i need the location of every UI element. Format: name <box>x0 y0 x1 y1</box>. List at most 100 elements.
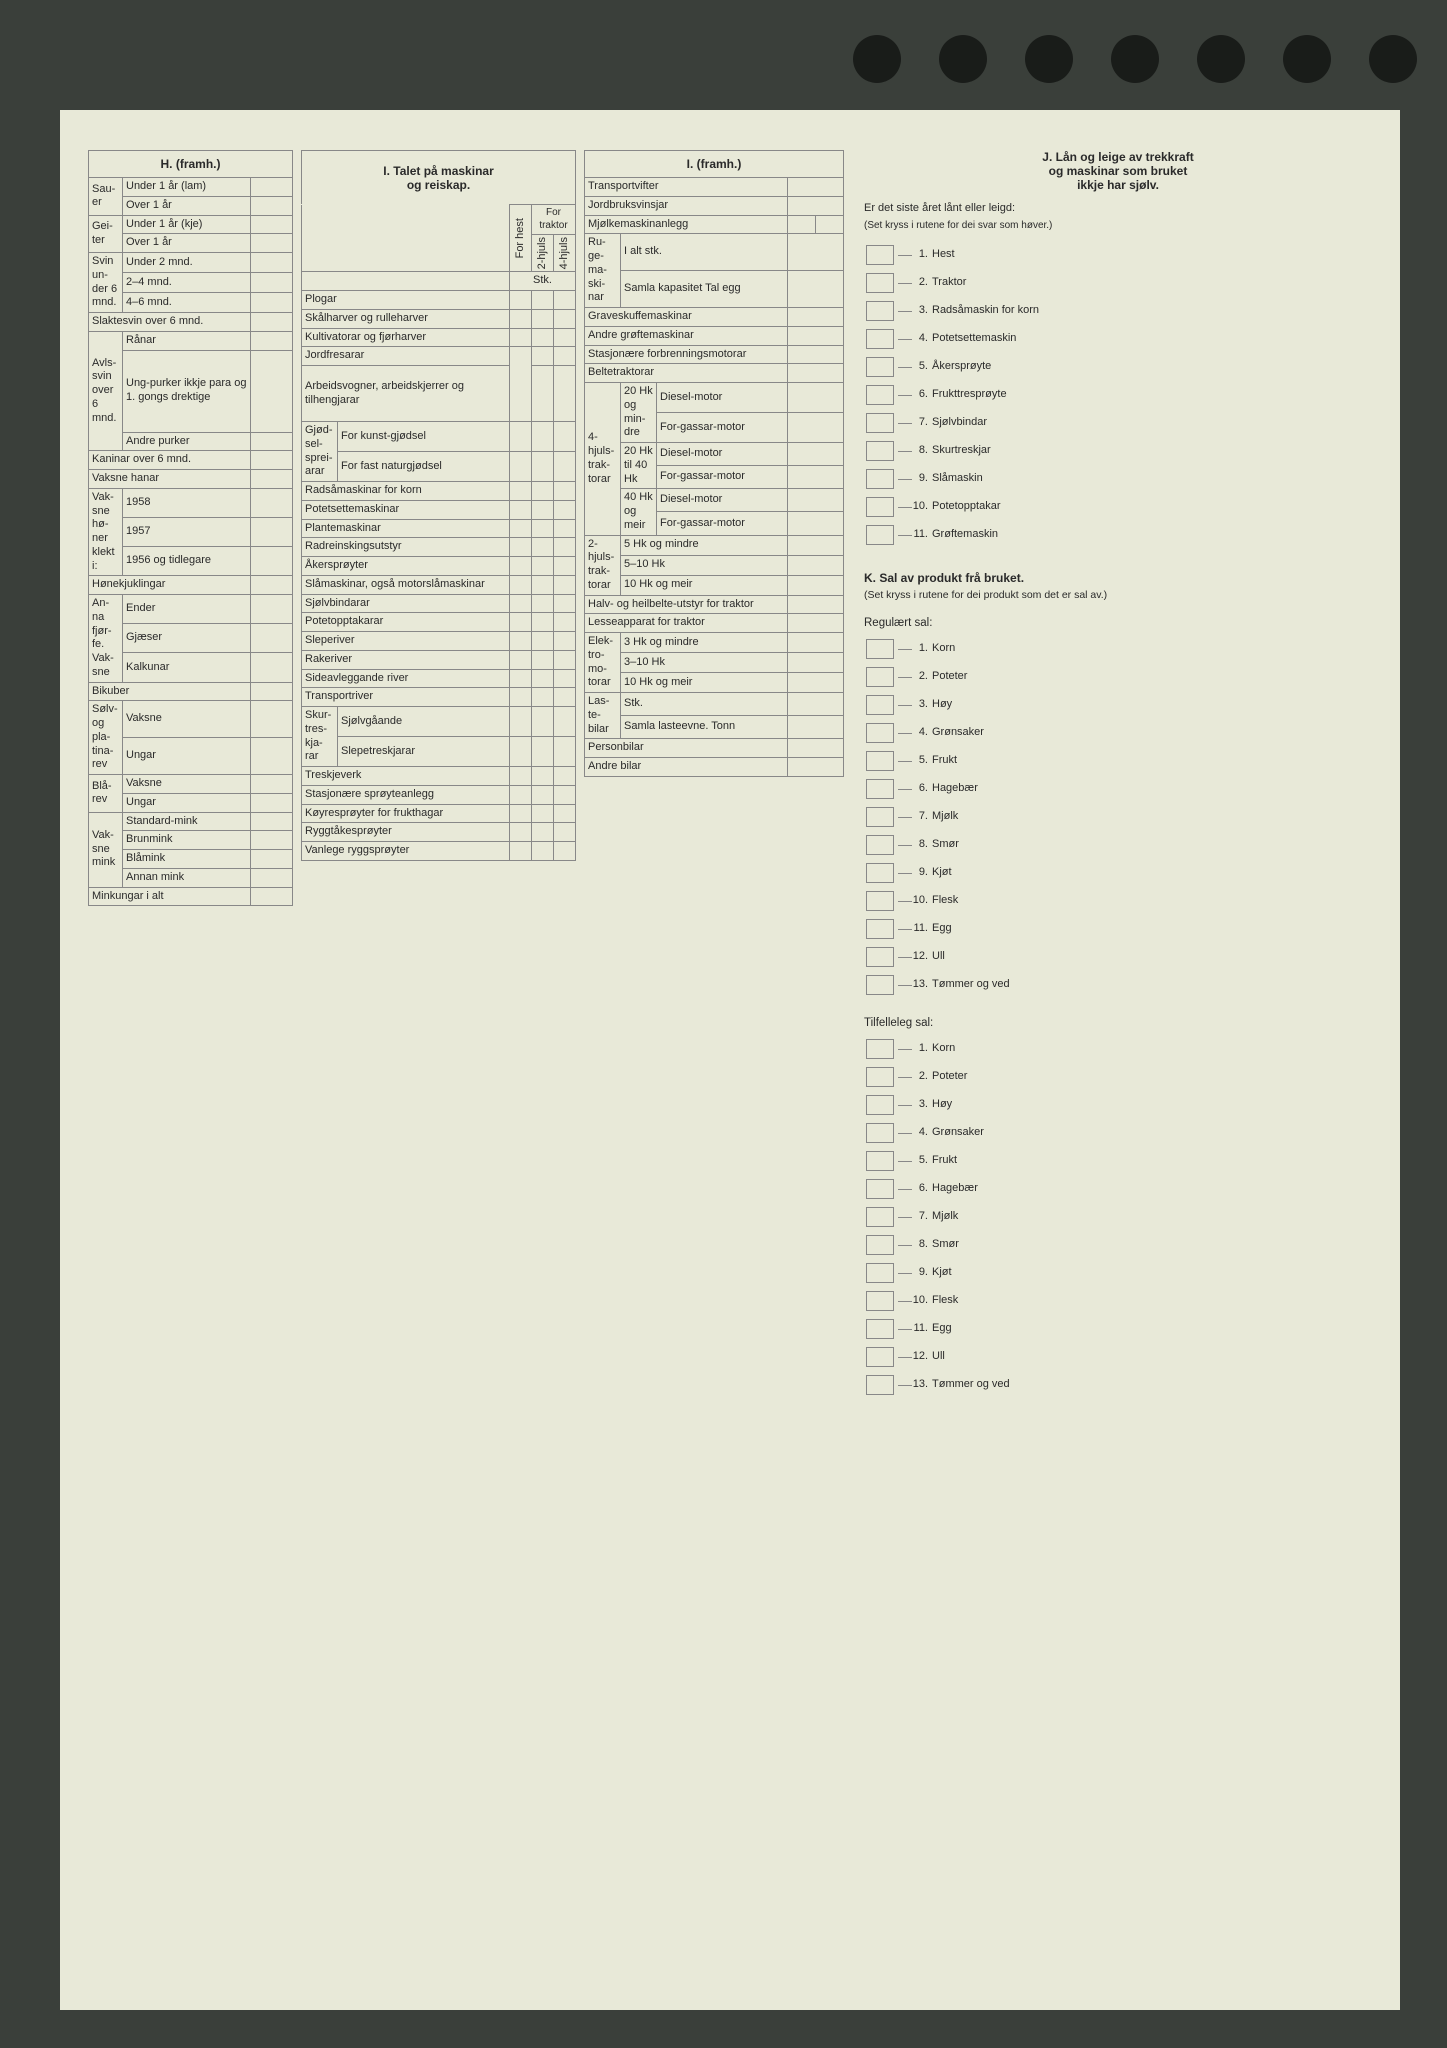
check-box[interactable] <box>866 469 894 489</box>
num: 5. <box>908 1147 930 1175</box>
num: 3. <box>908 297 930 325</box>
check-box[interactable] <box>866 385 894 405</box>
check-box[interactable] <box>866 1375 894 1395</box>
check-box[interactable] <box>866 301 894 321</box>
label: Rakeriver <box>302 650 510 669</box>
item-label: Smør <box>930 1231 1372 1259</box>
label: For fast naturgjødsel <box>338 452 510 482</box>
line: J. Lån og leige av trekkraft <box>1042 150 1193 164</box>
check-box[interactable] <box>866 807 894 827</box>
check-box[interactable] <box>866 1067 894 1087</box>
check-box[interactable] <box>866 1263 894 1283</box>
cell <box>251 775 293 794</box>
label: Andre grøftemaskinar <box>585 326 788 345</box>
check-box[interactable] <box>866 919 894 939</box>
label: Samla kapasitet Tal egg <box>621 271 788 308</box>
label: Diesel-motor <box>657 383 788 413</box>
checklist-row: 4.Grønsaker <box>864 719 1372 747</box>
cell <box>251 653 293 682</box>
label: 1956 og tidlegare <box>123 547 251 576</box>
item-label: Korn <box>930 635 1372 663</box>
check-box[interactable] <box>866 1179 894 1199</box>
checklist-row: 1.Korn <box>864 635 1372 663</box>
num: 9. <box>908 465 930 493</box>
item-label: Tømmer og ved <box>930 1371 1372 1399</box>
checklist-row: 10.Flesk <box>864 1287 1372 1315</box>
checklist-row: 10.Flesk <box>864 887 1372 915</box>
check-box[interactable] <box>866 1123 894 1143</box>
checklist-row: 1.Hest <box>864 241 1372 269</box>
cell <box>251 313 293 332</box>
check-box[interactable] <box>866 357 894 377</box>
num: 2. <box>908 269 930 297</box>
checklist-row: 12.Ull <box>864 1343 1372 1371</box>
check-box[interactable] <box>866 441 894 461</box>
label: Avls-svin over 6 mnd. <box>89 331 123 451</box>
check-box[interactable] <box>866 245 894 265</box>
label: 5–10 Hk <box>621 555 788 575</box>
check-box[interactable] <box>866 1235 894 1255</box>
item-label: Slåmaskin <box>930 465 1372 493</box>
i2-table: Transportvifter Jordbruksvinsjar Mjølkem… <box>584 177 844 777</box>
num: 3. <box>908 1091 930 1119</box>
label: Bikuber <box>89 682 251 701</box>
spacer <box>302 205 510 272</box>
check-box[interactable] <box>866 695 894 715</box>
check-box[interactable] <box>866 667 894 687</box>
check-box[interactable] <box>866 1319 894 1339</box>
check-box[interactable] <box>866 525 894 545</box>
check-box[interactable] <box>866 273 894 293</box>
label: Ungar <box>123 738 251 775</box>
check-box[interactable] <box>866 1347 894 1367</box>
cell <box>251 595 293 624</box>
num: 6. <box>908 1175 930 1203</box>
item-label: Kjøt <box>930 859 1372 887</box>
check-box[interactable] <box>866 891 894 911</box>
check-box[interactable] <box>866 863 894 883</box>
check-box[interactable] <box>866 329 894 349</box>
check-box[interactable] <box>866 497 894 517</box>
k-tilf-list: 1.Korn2.Poteter3.Høy4.Grønsaker5.Frukt6.… <box>864 1035 1372 1399</box>
checklist-row: 11.Egg <box>864 1315 1372 1343</box>
num: 7. <box>908 409 930 437</box>
item-label: Traktor <box>930 269 1372 297</box>
label: Treskjeverk <box>302 767 510 786</box>
label: Sau-er <box>89 178 123 216</box>
label: Kaninar over 6 mnd. <box>89 451 251 470</box>
checklist-row: 4.Grønsaker <box>864 1119 1372 1147</box>
check-box[interactable] <box>866 751 894 771</box>
label: 5 Hk og mindre <box>621 535 788 555</box>
checklist-row: 7.Sjølvbindar <box>864 409 1372 437</box>
check-box[interactable] <box>866 1095 894 1115</box>
check-box[interactable] <box>866 835 894 855</box>
check-box[interactable] <box>866 1039 894 1059</box>
label: Beltetraktorar <box>585 364 788 383</box>
check-box[interactable] <box>866 975 894 995</box>
i2-header: I. (framh.) <box>584 150 844 177</box>
check-box[interactable] <box>866 723 894 743</box>
check-box[interactable] <box>866 1291 894 1311</box>
check-box[interactable] <box>866 639 894 659</box>
check-box[interactable] <box>866 779 894 799</box>
spacer <box>302 272 510 291</box>
subtitle: og reiskap. <box>407 178 470 192</box>
checklist-row: 11.Grøftemaskin <box>864 521 1372 549</box>
check-box[interactable] <box>866 1151 894 1171</box>
label: Standard-mink <box>123 812 251 831</box>
label: Potetsettemaskinar <box>302 500 510 519</box>
check-box[interactable] <box>866 1207 894 1227</box>
k-header: K. Sal av produkt frå bruket. <box>864 571 1372 585</box>
cell <box>251 196 293 215</box>
checklist-row: 9.Kjøt <box>864 1259 1372 1287</box>
check-box[interactable] <box>866 947 894 967</box>
cell <box>251 576 293 595</box>
check-box[interactable] <box>866 413 894 433</box>
num: 10. <box>908 493 930 521</box>
checklist-row: 2.Traktor <box>864 269 1372 297</box>
j-checklist: 1.Hest2.Traktor3.Radsåmaskin for korn4.P… <box>864 241 1372 549</box>
label: Ender <box>123 595 251 624</box>
label: Minkungar i alt <box>89 887 251 906</box>
num: 2. <box>908 663 930 691</box>
label: Kultivatorar og fjørharver <box>302 328 510 347</box>
cell <box>251 178 293 197</box>
